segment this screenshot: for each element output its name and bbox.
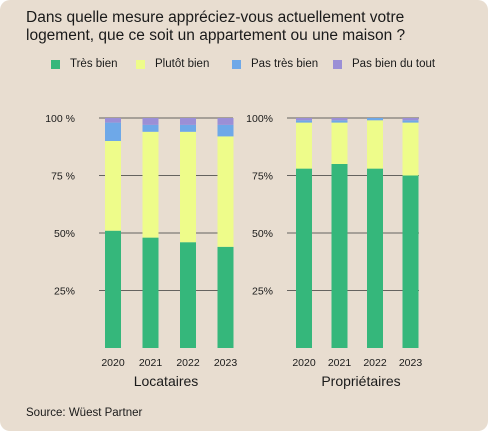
bar-segment (105, 122, 121, 141)
y-tick-label: 25% (252, 286, 273, 298)
x-tick-label: 2023 (399, 357, 423, 369)
legend-label: Pas bien du tout (352, 58, 436, 70)
bar-segment (331, 120, 348, 123)
legend-swatch (333, 59, 342, 69)
panel-label: Propriétaires (321, 373, 400, 389)
legend-label: Pas très bien (251, 58, 319, 70)
x-tick-label: 2021 (139, 357, 163, 369)
bar-segment (331, 164, 348, 348)
bar-segment (142, 124, 159, 132)
legend-swatch (51, 59, 60, 69)
panel-locataires: 25% 50% 75 % 100 % 2020 2021 2022 2023 Locataire… (45, 113, 237, 389)
panel-label: Locataires (134, 373, 199, 389)
source-note: Source: Wüest Partner (26, 407, 143, 419)
x-tick-label: 2020 (292, 357, 316, 369)
bar-segment (367, 120, 383, 169)
bar-segment (367, 118, 383, 121)
bar-segment (217, 246, 234, 348)
bar-segment (402, 122, 419, 176)
legend: Très bien Plutôt bien Pas très bien Pas … (0, 58, 488, 78)
bar-segment (296, 168, 312, 348)
chart-title: Dans quelle mesure appréciez-vous actuel… (26, 9, 406, 44)
x-tick-label: 2020 (101, 357, 125, 369)
bar-segment (296, 120, 312, 123)
legend-swatch (232, 59, 241, 69)
legend-swatch (136, 59, 145, 69)
bar-segment (402, 175, 419, 348)
x-tick-label: 2021 (328, 357, 352, 369)
bar-segment (331, 122, 348, 164)
bar-segment (217, 136, 234, 247)
x-tick-label: 2022 (176, 357, 200, 369)
bar-segment (402, 118, 419, 121)
bar-segment (217, 124, 234, 137)
legend-item-tres-bien: Très bien (51, 58, 118, 70)
y-tick-label: 50% (54, 228, 75, 240)
bar-segment (180, 242, 196, 348)
x-tick-label: 2022 (363, 357, 387, 369)
bar-segment (217, 118, 234, 125)
bar-segment (142, 237, 159, 348)
bar-segment (296, 118, 312, 121)
bar-segment (402, 120, 419, 123)
bar-segment (105, 118, 121, 123)
y-tick-label: 75% (252, 171, 273, 183)
bar-segment (180, 124, 196, 132)
bar-segment (142, 131, 159, 238)
y-tick-label: 100 % (45, 113, 75, 125)
panel-proprietaires: 25% 50% 75% 100% 2020 2021 2022 2023 Propriétair… (246, 113, 422, 389)
legend-label: Plutôt bien (155, 58, 210, 70)
bar-segment (180, 118, 196, 125)
y-tick-label: 75 % (51, 171, 75, 183)
bar-segment (296, 122, 312, 169)
bar-segment (142, 118, 159, 125)
bar-segment (180, 131, 196, 243)
y-tick-label: 100% (246, 113, 273, 125)
bar-segment (105, 230, 121, 348)
legend-item-pas-tres-bien: Pas très bien (232, 58, 318, 70)
bar-segment (331, 118, 348, 121)
legend-label: Très bien (70, 58, 118, 70)
bar-segment (367, 168, 383, 348)
legend-item-plutot-bien: Plutôt bien (136, 58, 209, 70)
legend-item-pas-bien-du-tout: Pas bien du tout (333, 58, 435, 70)
bar-segment (105, 141, 121, 231)
x-tick-label: 2023 (214, 357, 238, 369)
y-tick-label: 25% (54, 286, 75, 298)
y-tick-label: 50% (252, 228, 273, 240)
